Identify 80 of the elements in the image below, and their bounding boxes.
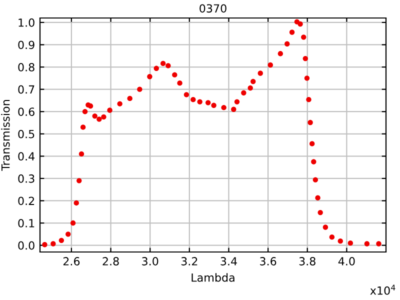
point: [306, 96, 312, 102]
point: [78, 151, 84, 157]
point: [311, 159, 316, 164]
point: [364, 241, 370, 246]
point: [301, 34, 306, 40]
point: [137, 86, 142, 92]
point: [318, 210, 323, 216]
y-tick-label: 0.0: [18, 241, 34, 250]
y-tick-label: 0.3: [18, 174, 34, 183]
point: [268, 62, 274, 68]
point: [278, 51, 284, 56]
point: [190, 96, 196, 102]
point: [250, 78, 256, 84]
point: [231, 106, 236, 112]
point: [160, 60, 166, 66]
point: [74, 200, 79, 206]
x-tick-label: 3.4: [220, 257, 237, 266]
point: [258, 70, 263, 76]
point: [147, 74, 152, 80]
y-tick-label: 0.6: [18, 108, 34, 116]
point: [376, 241, 382, 246]
x-tick-label: 3.8: [299, 257, 316, 266]
point: [177, 80, 182, 86]
point: [58, 238, 64, 244]
point: [117, 101, 122, 106]
point: [197, 99, 202, 104]
point: [96, 116, 102, 122]
point: [107, 108, 112, 113]
y-tick-label: 0.1: [18, 219, 34, 228]
y-tick-label: 0.5: [18, 130, 34, 138]
point: [205, 100, 211, 106]
x-tick-label: 2.8: [102, 257, 119, 266]
point: [348, 240, 354, 246]
chart-title: 0370: [200, 4, 226, 13]
point: [80, 124, 86, 130]
point: [50, 241, 56, 246]
x-tick-label: 3.0: [142, 257, 158, 266]
point: [248, 85, 253, 91]
x-tick-label: 3.6: [260, 257, 276, 266]
point: [221, 104, 226, 110]
point: [76, 178, 82, 184]
point: [309, 141, 315, 146]
point: [211, 102, 216, 108]
y-tick-label: 0.4: [18, 152, 35, 161]
x-tick-label: 3.2: [181, 257, 198, 266]
x-axis-title: Lambda: [192, 273, 234, 282]
y-tick-label: 0.7: [18, 85, 34, 94]
point: [234, 99, 240, 104]
point: [329, 234, 335, 240]
point: [312, 177, 318, 182]
point: [82, 109, 88, 114]
x-tick-label: 4.0: [338, 257, 355, 266]
point: [315, 195, 320, 200]
point: [302, 56, 308, 62]
y-tick-label: 1.0: [18, 18, 34, 27]
point: [308, 120, 313, 126]
y-tick-label: 0.9: [18, 40, 34, 50]
point: [66, 232, 71, 237]
point: [172, 72, 178, 78]
point: [241, 90, 246, 96]
point: [304, 76, 310, 81]
y-tick-label: 0.2: [18, 196, 34, 206]
point: [154, 66, 159, 71]
point: [289, 30, 295, 35]
point: [184, 92, 190, 98]
point: [322, 224, 328, 230]
point: [166, 63, 171, 68]
point: [42, 242, 48, 248]
point: [101, 114, 106, 120]
point: [70, 220, 76, 226]
point: [92, 113, 98, 119]
y-axis-title: Transmission: [1, 100, 10, 171]
point: [298, 21, 303, 27]
x-tick-label: 2.6: [63, 257, 80, 266]
y-tick-label: 0.8: [18, 63, 34, 72]
point: [284, 41, 290, 46]
text: x10$^{4}$: [370, 284, 396, 295]
point: [127, 96, 132, 102]
point: [88, 103, 94, 109]
point: [338, 238, 343, 244]
